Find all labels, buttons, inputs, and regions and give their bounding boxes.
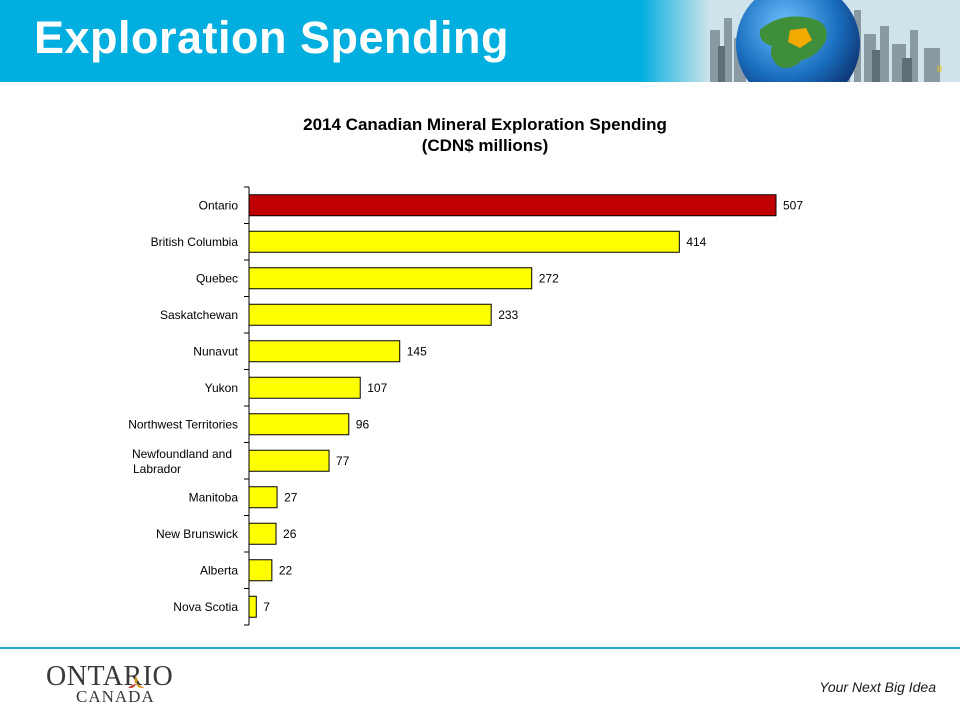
category-label: Northwest Territories [128,417,238,431]
globe-cityscape-icon [640,0,960,82]
category-label: Newfoundland and Labrador [132,447,232,476]
bar-chart: 507 Ontario 414 British Columbia 272 Quebec 23… [128,186,803,626]
data-label: 272 [539,271,559,285]
tagline: Your Next Big Idea [819,679,936,695]
bar-manitoba [248,486,278,509]
chart-title-block: 2014 Canadian Mineral Exploration Spendi… [200,114,770,156]
slide-number: 8 [936,64,942,74]
data-label: 96 [356,417,370,431]
data-label: 233 [498,308,518,322]
data-label: 107 [367,381,387,395]
bar-ontario [248,194,777,217]
category-label: Nova Scotia [173,600,238,614]
bar-saskatchewan [248,303,492,326]
category-label: New Brunswick [156,527,239,541]
category-label: Yukon [205,381,238,395]
logo-wordmark-bottom: CANADA [76,687,155,706]
bar-quebec [248,267,533,290]
data-label: 145 [407,344,427,358]
bar-newfoundland-and-labrador [248,449,330,472]
data-label: 77 [336,454,350,468]
data-label: 26 [283,527,297,541]
category-label: Manitoba [189,490,239,504]
data-label: 7 [263,600,270,614]
header-bar: Exploration Spending [0,0,960,82]
footer-divider [0,647,960,649]
page-title: Exploration Spending [34,12,510,63]
data-label: 507 [783,198,803,212]
bar-nova-scotia [248,595,257,618]
logo-wordmark-top: ONTARIO [46,661,174,692]
category-label: Alberta [200,563,238,577]
category-label: Saskatchewan [160,308,238,322]
bar-british-columbia [248,230,680,253]
bar-northwest-territories [248,413,350,436]
data-label: 22 [279,563,293,577]
chart-title: 2014 Canadian Mineral Exploration Spendi… [303,115,667,134]
bar-alberta [248,559,273,582]
data-label: 27 [284,490,298,504]
ontario-canada-logo: ONTARIO CANADA [46,660,196,708]
category-label: Ontario [199,198,239,212]
chart-subtitle: (CDN$ millions) [421,136,549,155]
data-label: 414 [686,235,706,249]
bar-yukon [248,376,361,399]
category-label: British Columbia [151,235,239,249]
bar-new-brunswick [248,522,277,545]
category-label: Nunavut [193,344,238,358]
trillium-icon [128,676,144,689]
category-label: Quebec [196,271,238,285]
bar-nunavut [248,340,401,363]
